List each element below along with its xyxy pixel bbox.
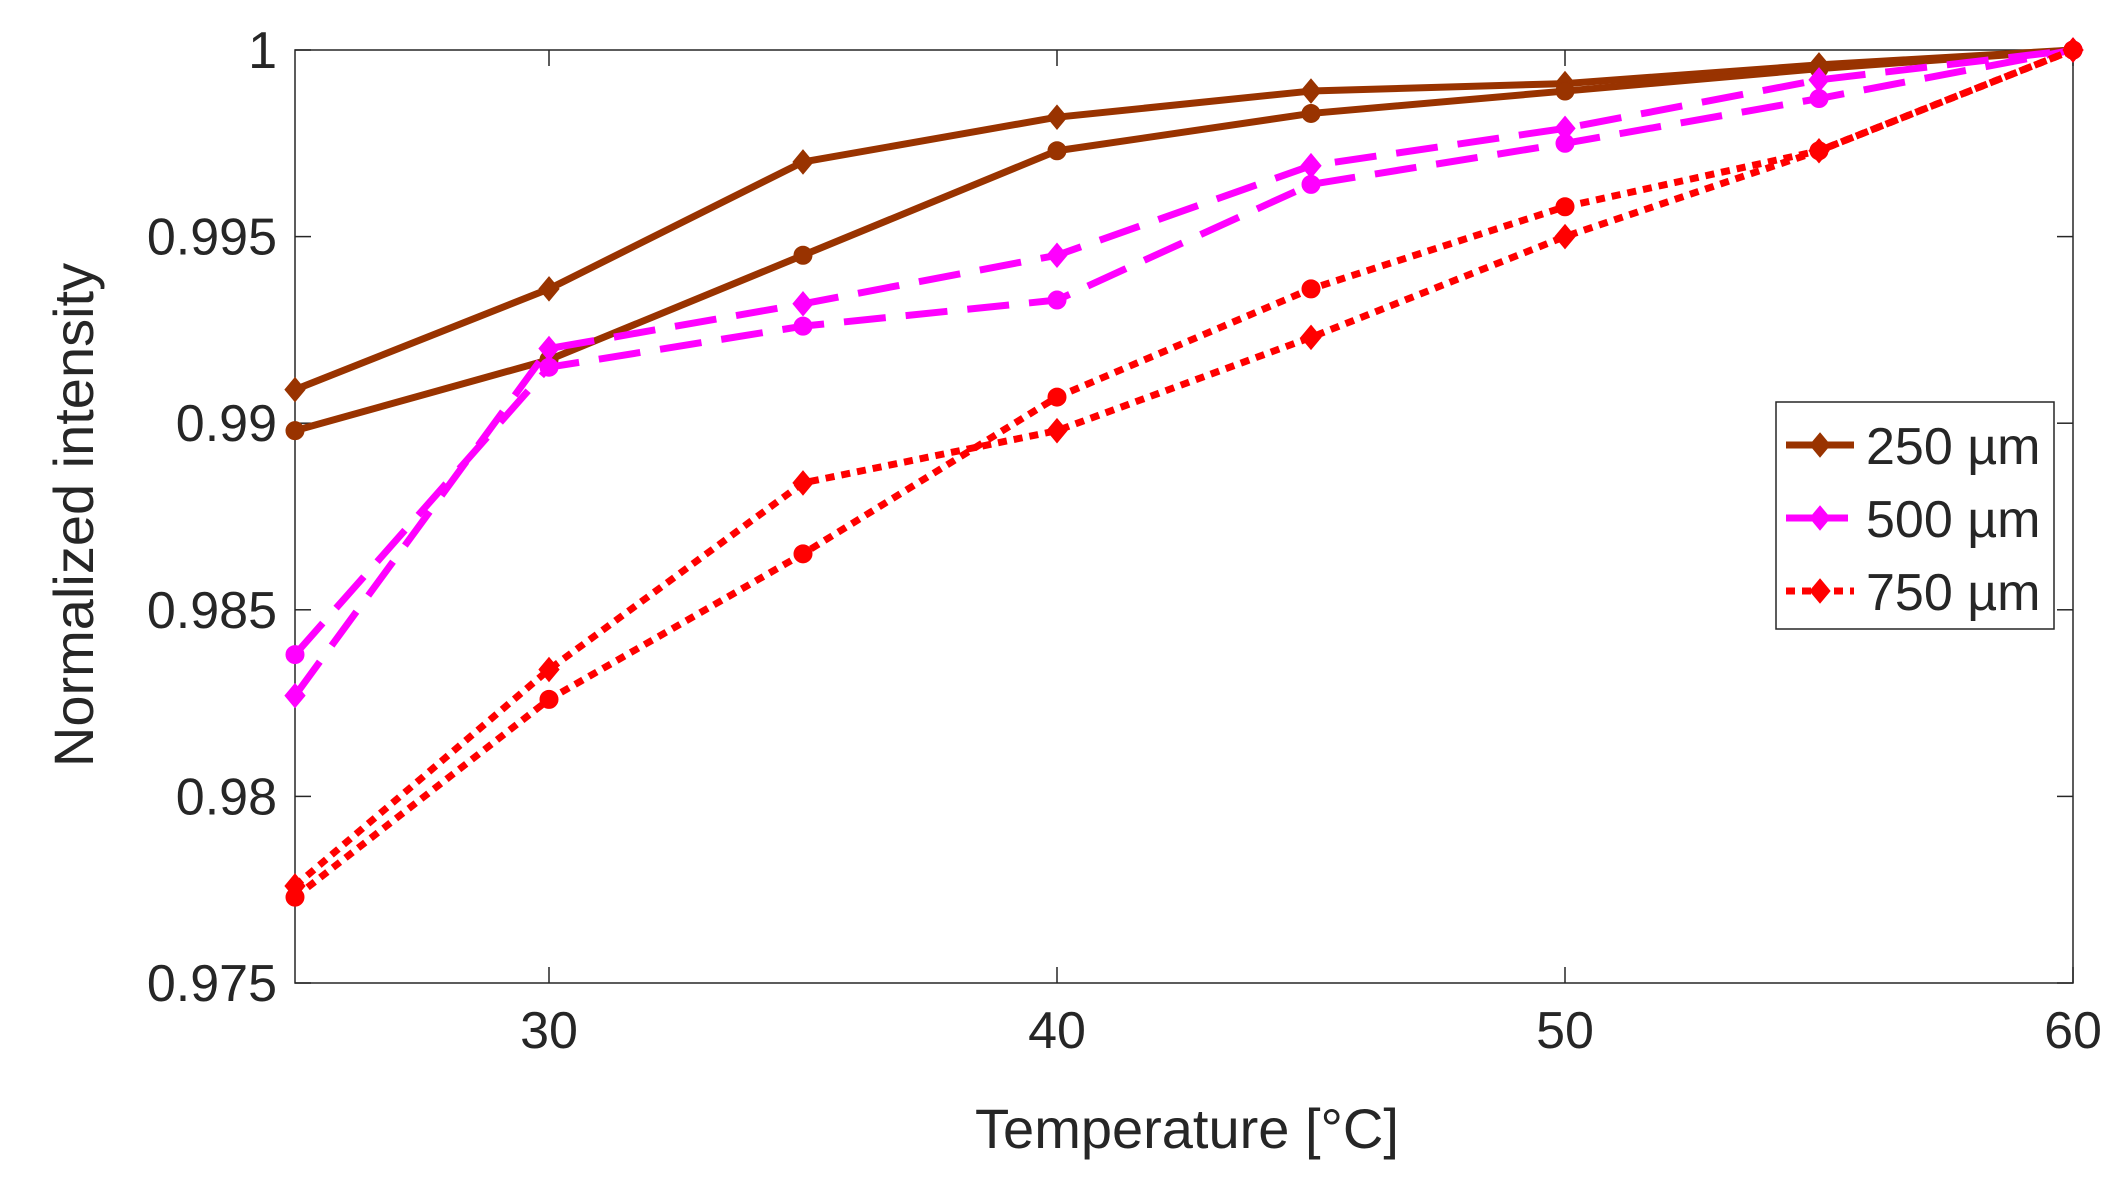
- series-6: [285, 40, 2083, 907]
- legend-label: 500 µm: [1866, 491, 2040, 549]
- legend-label: 250 µm: [1866, 418, 2040, 476]
- legend-item: 500 µm: [1786, 491, 2040, 549]
- data-point: [793, 544, 813, 564]
- y-tick-label: 1: [248, 22, 277, 80]
- x-tick-label: 40: [1028, 1002, 1086, 1060]
- series-line: [292, 46, 2074, 698]
- data-point: [1046, 242, 1068, 269]
- data-point: [792, 470, 814, 496]
- data-point: [1300, 324, 1322, 351]
- legend-marker: [1809, 432, 1831, 458]
- data-point: [1046, 417, 1068, 444]
- data-point: [1047, 387, 1067, 407]
- data-point: [285, 421, 305, 441]
- x-tick-label: 60: [2044, 1002, 2102, 1060]
- legend: 250 µm 500 µm 750 µm: [1775, 401, 2055, 630]
- data-point: [793, 316, 813, 336]
- data-point: [1809, 141, 1829, 161]
- data-point: [284, 682, 306, 709]
- data-point: [1300, 78, 1322, 104]
- data-point: [285, 645, 305, 665]
- data-point: [792, 290, 814, 317]
- series-3: [284, 37, 2084, 709]
- data-point: [539, 357, 559, 377]
- data-point: [1046, 104, 1068, 130]
- series-4: [285, 40, 2083, 665]
- data-point: [284, 376, 306, 403]
- series-line: [292, 46, 2075, 889]
- data-point: [1047, 141, 1067, 161]
- data-point: [538, 656, 560, 683]
- data-point: [1555, 81, 1575, 101]
- legend-item: 250 µm: [1786, 418, 2040, 476]
- y-axis-label: Normalized intensity: [42, 263, 105, 767]
- x-tick-label: 30: [520, 1002, 578, 1060]
- data-point: [2063, 40, 2083, 60]
- y-tick-label: 0.975: [147, 955, 277, 1013]
- y-tick-label: 0.99: [176, 395, 277, 453]
- data-point: [1555, 197, 1575, 217]
- data-point: [1301, 174, 1321, 194]
- legend-marker: [1809, 578, 1831, 604]
- data-point: [1809, 89, 1829, 109]
- legend-label: 750 µm: [1866, 564, 2040, 622]
- data-point: [793, 245, 813, 265]
- data-point: [539, 689, 559, 709]
- data-point: [1555, 133, 1575, 153]
- tick-labels: 30 40 50 60 0.975 0.98 0.985 0.99 0.995 1: [147, 22, 2102, 1060]
- data-point: [792, 149, 814, 175]
- x-axis-label: Temperature [°C]: [975, 1097, 1399, 1160]
- x-tick-label: 50: [1536, 1002, 1594, 1060]
- data-point: [1301, 279, 1321, 299]
- y-tick-label: 0.995: [147, 209, 277, 267]
- y-tick-label: 0.985: [147, 582, 277, 640]
- series-line: [293, 46, 2074, 393]
- data-point: [538, 276, 560, 302]
- y-tick-label: 0.98: [176, 768, 277, 826]
- data-point: [1554, 223, 1576, 250]
- legend-item: 750 µm: [1786, 564, 2040, 622]
- plot-series: [284, 37, 2084, 907]
- data-point: [1301, 103, 1321, 123]
- data-point: [1047, 290, 1067, 310]
- series-line: [292, 46, 2075, 900]
- legend-marker: [1809, 505, 1831, 531]
- data-point: [285, 887, 305, 907]
- series-line: [292, 46, 2074, 657]
